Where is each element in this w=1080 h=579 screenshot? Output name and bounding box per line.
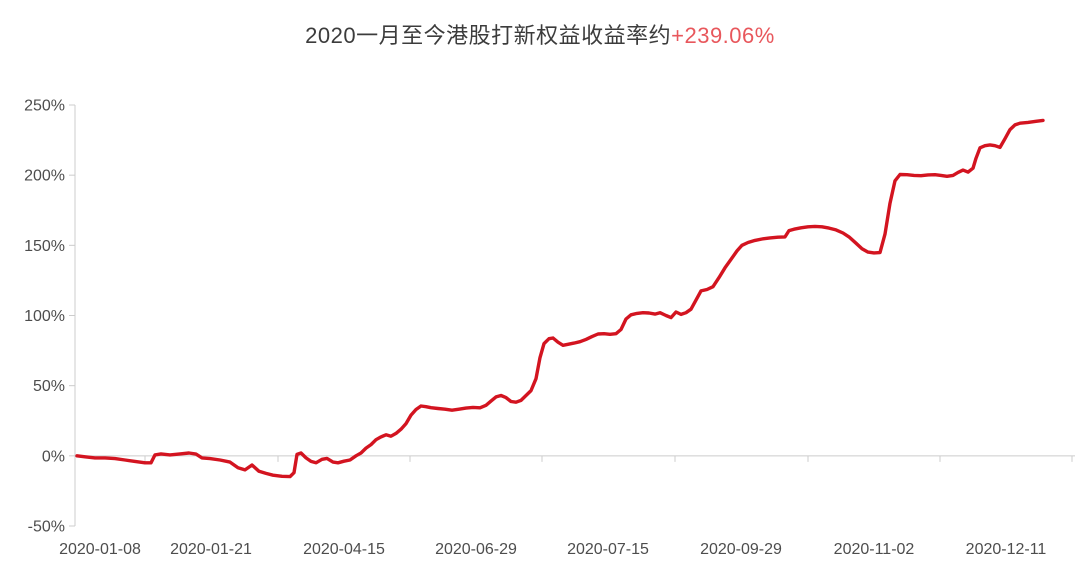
y-tick-label: 250% [24, 98, 65, 115]
y-tick-label: 200% [24, 168, 65, 185]
y-tick-label: 50% [33, 378, 65, 395]
chart-title: 2020一月至今港股打新权益收益率约+239.06% [0, 18, 1080, 50]
y-tick-label: 150% [24, 238, 65, 255]
y-tick-label: 0% [42, 448, 65, 465]
chart-title-text: 2020一月至今港股打新权益收益率约 [305, 23, 672, 48]
x-tick-label: 2020-01-21 [170, 541, 252, 558]
series-line [75, 118, 1045, 479]
x-tick-label: 2020-04-15 [303, 541, 385, 558]
x-tick-label: 2020-12-11 [966, 541, 1047, 558]
chart-title-return-value: +239.06% [671, 23, 775, 48]
y-tick-label: -50% [28, 519, 65, 536]
x-tick-label: 2020-06-29 [435, 541, 517, 558]
x-tick-label: 2020-01-08 [59, 541, 141, 558]
x-tick-label: 2020-07-15 [567, 541, 649, 558]
x-tick-label: 2020-09-29 [700, 541, 782, 558]
x-tick-label: 2020-11-02 [834, 541, 915, 558]
y-tick-label: 100% [24, 308, 65, 325]
